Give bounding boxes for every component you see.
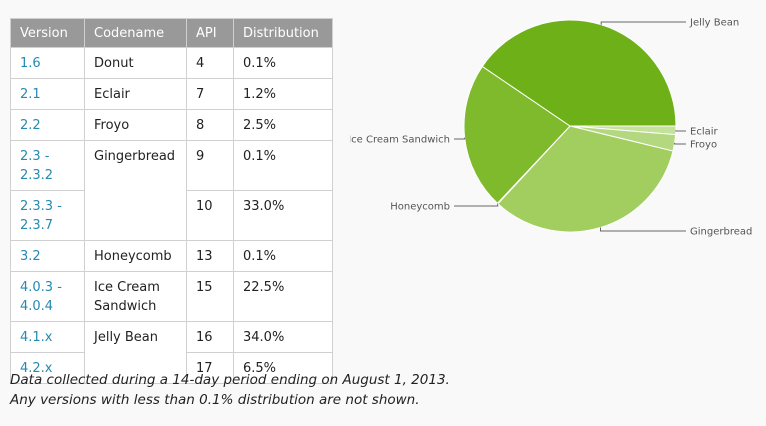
- pie-label-ice-cream-sandwich: Ice Cream Sandwich: [350, 135, 450, 146]
- version-cell: 2.1: [10, 78, 85, 110]
- distribution-cell: 6.5%: [233, 352, 333, 384]
- table-row: 4.1.x Jelly Bean 16 34.0%: [10, 321, 333, 384]
- distribution-cell: 0.1%: [233, 140, 333, 191]
- api-cell: 10: [186, 190, 234, 241]
- distribution-pie-chart: Eclair Froyo Gingerbread Honeycomb Ice Cream…: [350, 18, 752, 238]
- leader-line-froyo: [674, 142, 686, 145]
- header-version: Version: [10, 18, 85, 48]
- distribution-cell: 2.5%: [233, 109, 333, 141]
- distribution-table: Version Codename API Distribution 1.6 Do…: [10, 18, 333, 384]
- pie-label-froyo: Froyo: [690, 140, 717, 151]
- codename-cell: Honeycomb: [84, 240, 187, 272]
- api-cell: 7: [186, 78, 234, 110]
- codename-cell: Gingerbread: [84, 140, 187, 241]
- leader-line-jelly-bean: [600, 21, 686, 25]
- distribution-cell: 34.0%: [233, 321, 333, 353]
- distribution-cell: 1.2%: [233, 78, 333, 110]
- leader-line-gingerbread: [600, 227, 686, 232]
- version-cell: 4.2.x: [10, 352, 85, 384]
- distribution-cell: 0.1%: [233, 240, 333, 272]
- codename-cell: Eclair: [84, 78, 187, 110]
- pie-label-honeycomb: Honeycomb: [390, 202, 450, 213]
- header-distribution: Distribution: [233, 18, 333, 48]
- pie-labels: Eclair Froyo Gingerbread Honeycomb Ice Cream…: [350, 18, 752, 238]
- codename-cell: Ice Cream Sandwich: [84, 271, 187, 322]
- table-row: 2.3.3 - 2.3.7 10 33.0%: [10, 190, 333, 241]
- version-cell: 2.2: [10, 109, 85, 141]
- pie-label-gingerbread: Gingerbread: [690, 227, 752, 238]
- api-cell: 17: [186, 352, 234, 384]
- distribution-cell: 22.5%: [233, 271, 333, 322]
- pie-label-jelly-bean: Jelly Bean: [689, 18, 739, 29]
- api-cell: 15: [186, 271, 234, 322]
- table-row: 3.2 Honeycomb 13 0.1%: [10, 240, 333, 272]
- pie-slices: [463, 19, 677, 233]
- api-cell: 8: [186, 109, 234, 141]
- version-cell: 4.1.x: [10, 321, 85, 353]
- codename-cell: Jelly Bean: [84, 321, 187, 384]
- table-row: 2.1 Eclair 7 1.2%: [10, 78, 333, 110]
- table-row: 4.2.x 17 6.5%: [10, 352, 333, 384]
- distribution-cell: 0.1%: [233, 47, 333, 79]
- distribution-cell: 33.0%: [233, 190, 333, 241]
- leader-line-eclair: [675, 130, 686, 132]
- codename-cell: Froyo: [84, 109, 187, 141]
- table-row: 2.3 - 2.3.2 Gingerbread 9 0.1%: [10, 140, 333, 241]
- version-cell: 1.6: [10, 47, 85, 79]
- version-cell: 2.3.3 - 2.3.7: [10, 190, 85, 241]
- leader-line-honeycomb: [454, 203, 499, 207]
- footnote-line-1: Data collected during a 14-day period en…: [10, 372, 450, 388]
- table-row: 4.0.3 - 4.0.4 Ice Cream Sandwich 15 22.5…: [10, 271, 333, 322]
- table-row: 1.6 Donut 4 0.1%: [10, 47, 333, 79]
- pie-leader-lines: [454, 21, 686, 232]
- api-cell: 4: [186, 47, 234, 79]
- pie-label-eclair: Eclair: [690, 127, 719, 138]
- version-cell: 3.2: [10, 240, 85, 272]
- leader-line-ice-cream-sandwich: [454, 137, 466, 140]
- footnote-line-2: Any versions with less than 0.1% distrib…: [10, 391, 420, 408]
- version-cell: 2.3 - 2.3.2: [10, 140, 85, 191]
- api-cell: 16: [186, 321, 234, 353]
- header-codename: Codename: [84, 18, 187, 48]
- codename-cell: Donut: [84, 47, 187, 79]
- table-header-row: Version Codename API Distribution: [10, 18, 333, 48]
- header-api: API: [186, 18, 234, 48]
- table-row: 2.2 Froyo 8 2.5%: [10, 109, 333, 141]
- api-cell: 9: [186, 140, 234, 191]
- version-cell: 4.0.3 - 4.0.4: [10, 271, 85, 322]
- api-cell: 13: [186, 240, 234, 272]
- footnote: Data collected during a 14-day period en…: [10, 371, 450, 410]
